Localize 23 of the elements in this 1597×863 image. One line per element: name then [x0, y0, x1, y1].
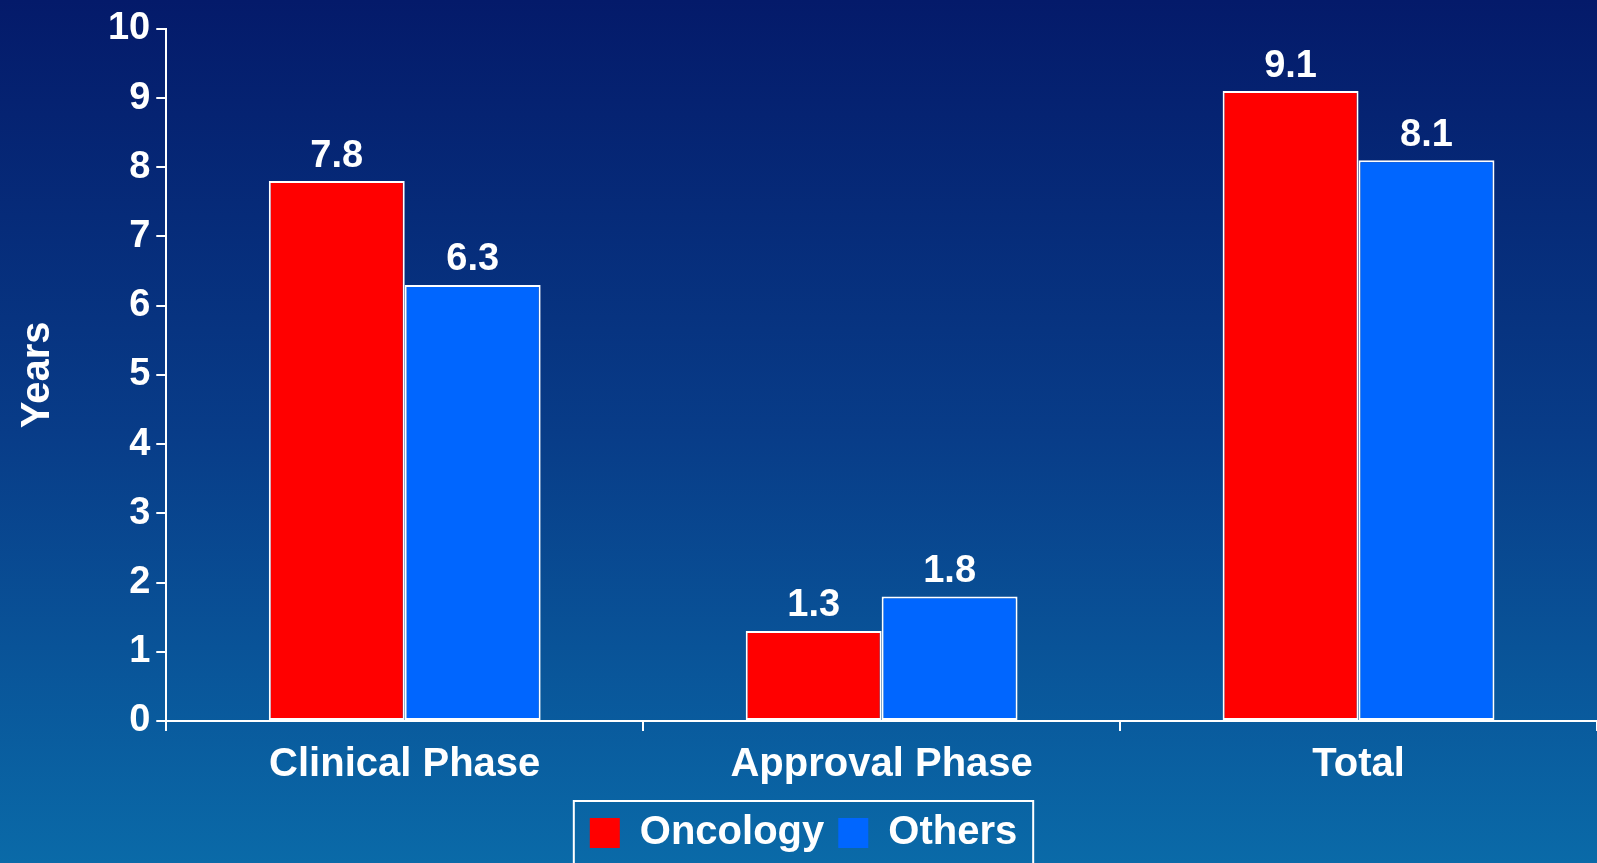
y-tick-label: 1 — [129, 628, 151, 671]
data-label: 8.1 — [1400, 111, 1453, 154]
y-tick-label: 3 — [129, 489, 151, 532]
y-tick-label: 8 — [129, 143, 151, 186]
data-label: 7.8 — [310, 132, 364, 175]
y-tick-label: 7 — [129, 212, 151, 255]
data-label: 6.3 — [446, 236, 500, 279]
x-tick-label: Total — [1312, 740, 1405, 785]
y-tick-label: 4 — [129, 420, 151, 463]
x-tick-label: Approval Phase — [730, 740, 1033, 785]
data-label: 1.8 — [923, 547, 977, 590]
y-tick-label: 5 — [129, 351, 151, 394]
y-tick-label: 2 — [129, 559, 151, 602]
x-tick-label: Clinical Phase — [269, 740, 541, 785]
data-label: 9.1 — [1264, 42, 1317, 85]
legend-label: Others — [888, 808, 1018, 853]
y-axis-title: Years — [13, 321, 58, 429]
y-tick-label: 0 — [129, 697, 151, 740]
y-tick-label: 9 — [129, 74, 151, 117]
data-label: 1.3 — [787, 582, 841, 625]
y-tick-label: 6 — [129, 282, 151, 325]
y-tick-label: 10 — [107, 5, 151, 48]
legend-label: Oncology — [639, 808, 826, 853]
